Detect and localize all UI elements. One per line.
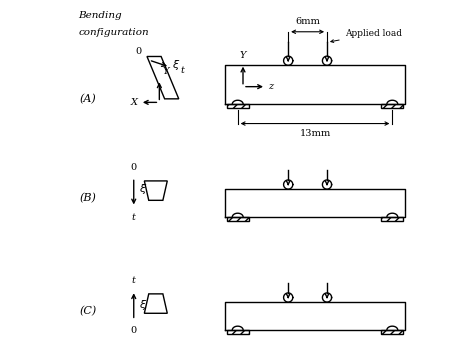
Text: configuration: configuration	[78, 28, 149, 37]
Text: (A): (A)	[80, 94, 97, 104]
Text: 0: 0	[131, 163, 137, 172]
Text: $\xi$: $\xi$	[172, 58, 180, 72]
Polygon shape	[227, 104, 248, 108]
Text: Bending: Bending	[78, 11, 122, 19]
Text: t: t	[181, 66, 184, 75]
Text: 0: 0	[131, 325, 137, 335]
Text: (C): (C)	[80, 305, 97, 316]
Polygon shape	[227, 217, 248, 221]
Text: $\xi$: $\xi$	[139, 298, 147, 312]
Text: (B): (B)	[80, 192, 97, 203]
Text: Applied load: Applied load	[331, 29, 401, 42]
Text: X: X	[130, 98, 137, 107]
Polygon shape	[227, 330, 248, 334]
Text: 0: 0	[136, 47, 142, 56]
Text: 6mm: 6mm	[295, 18, 320, 26]
Text: Y: Y	[240, 51, 246, 60]
Polygon shape	[382, 104, 403, 108]
Text: Y: Y	[163, 67, 169, 76]
Polygon shape	[382, 330, 403, 334]
Text: z: z	[268, 82, 273, 91]
Text: $\xi$: $\xi$	[139, 182, 147, 196]
Text: t: t	[132, 276, 136, 285]
Polygon shape	[382, 217, 403, 221]
Text: t: t	[132, 213, 136, 222]
Text: 13mm: 13mm	[300, 129, 331, 138]
